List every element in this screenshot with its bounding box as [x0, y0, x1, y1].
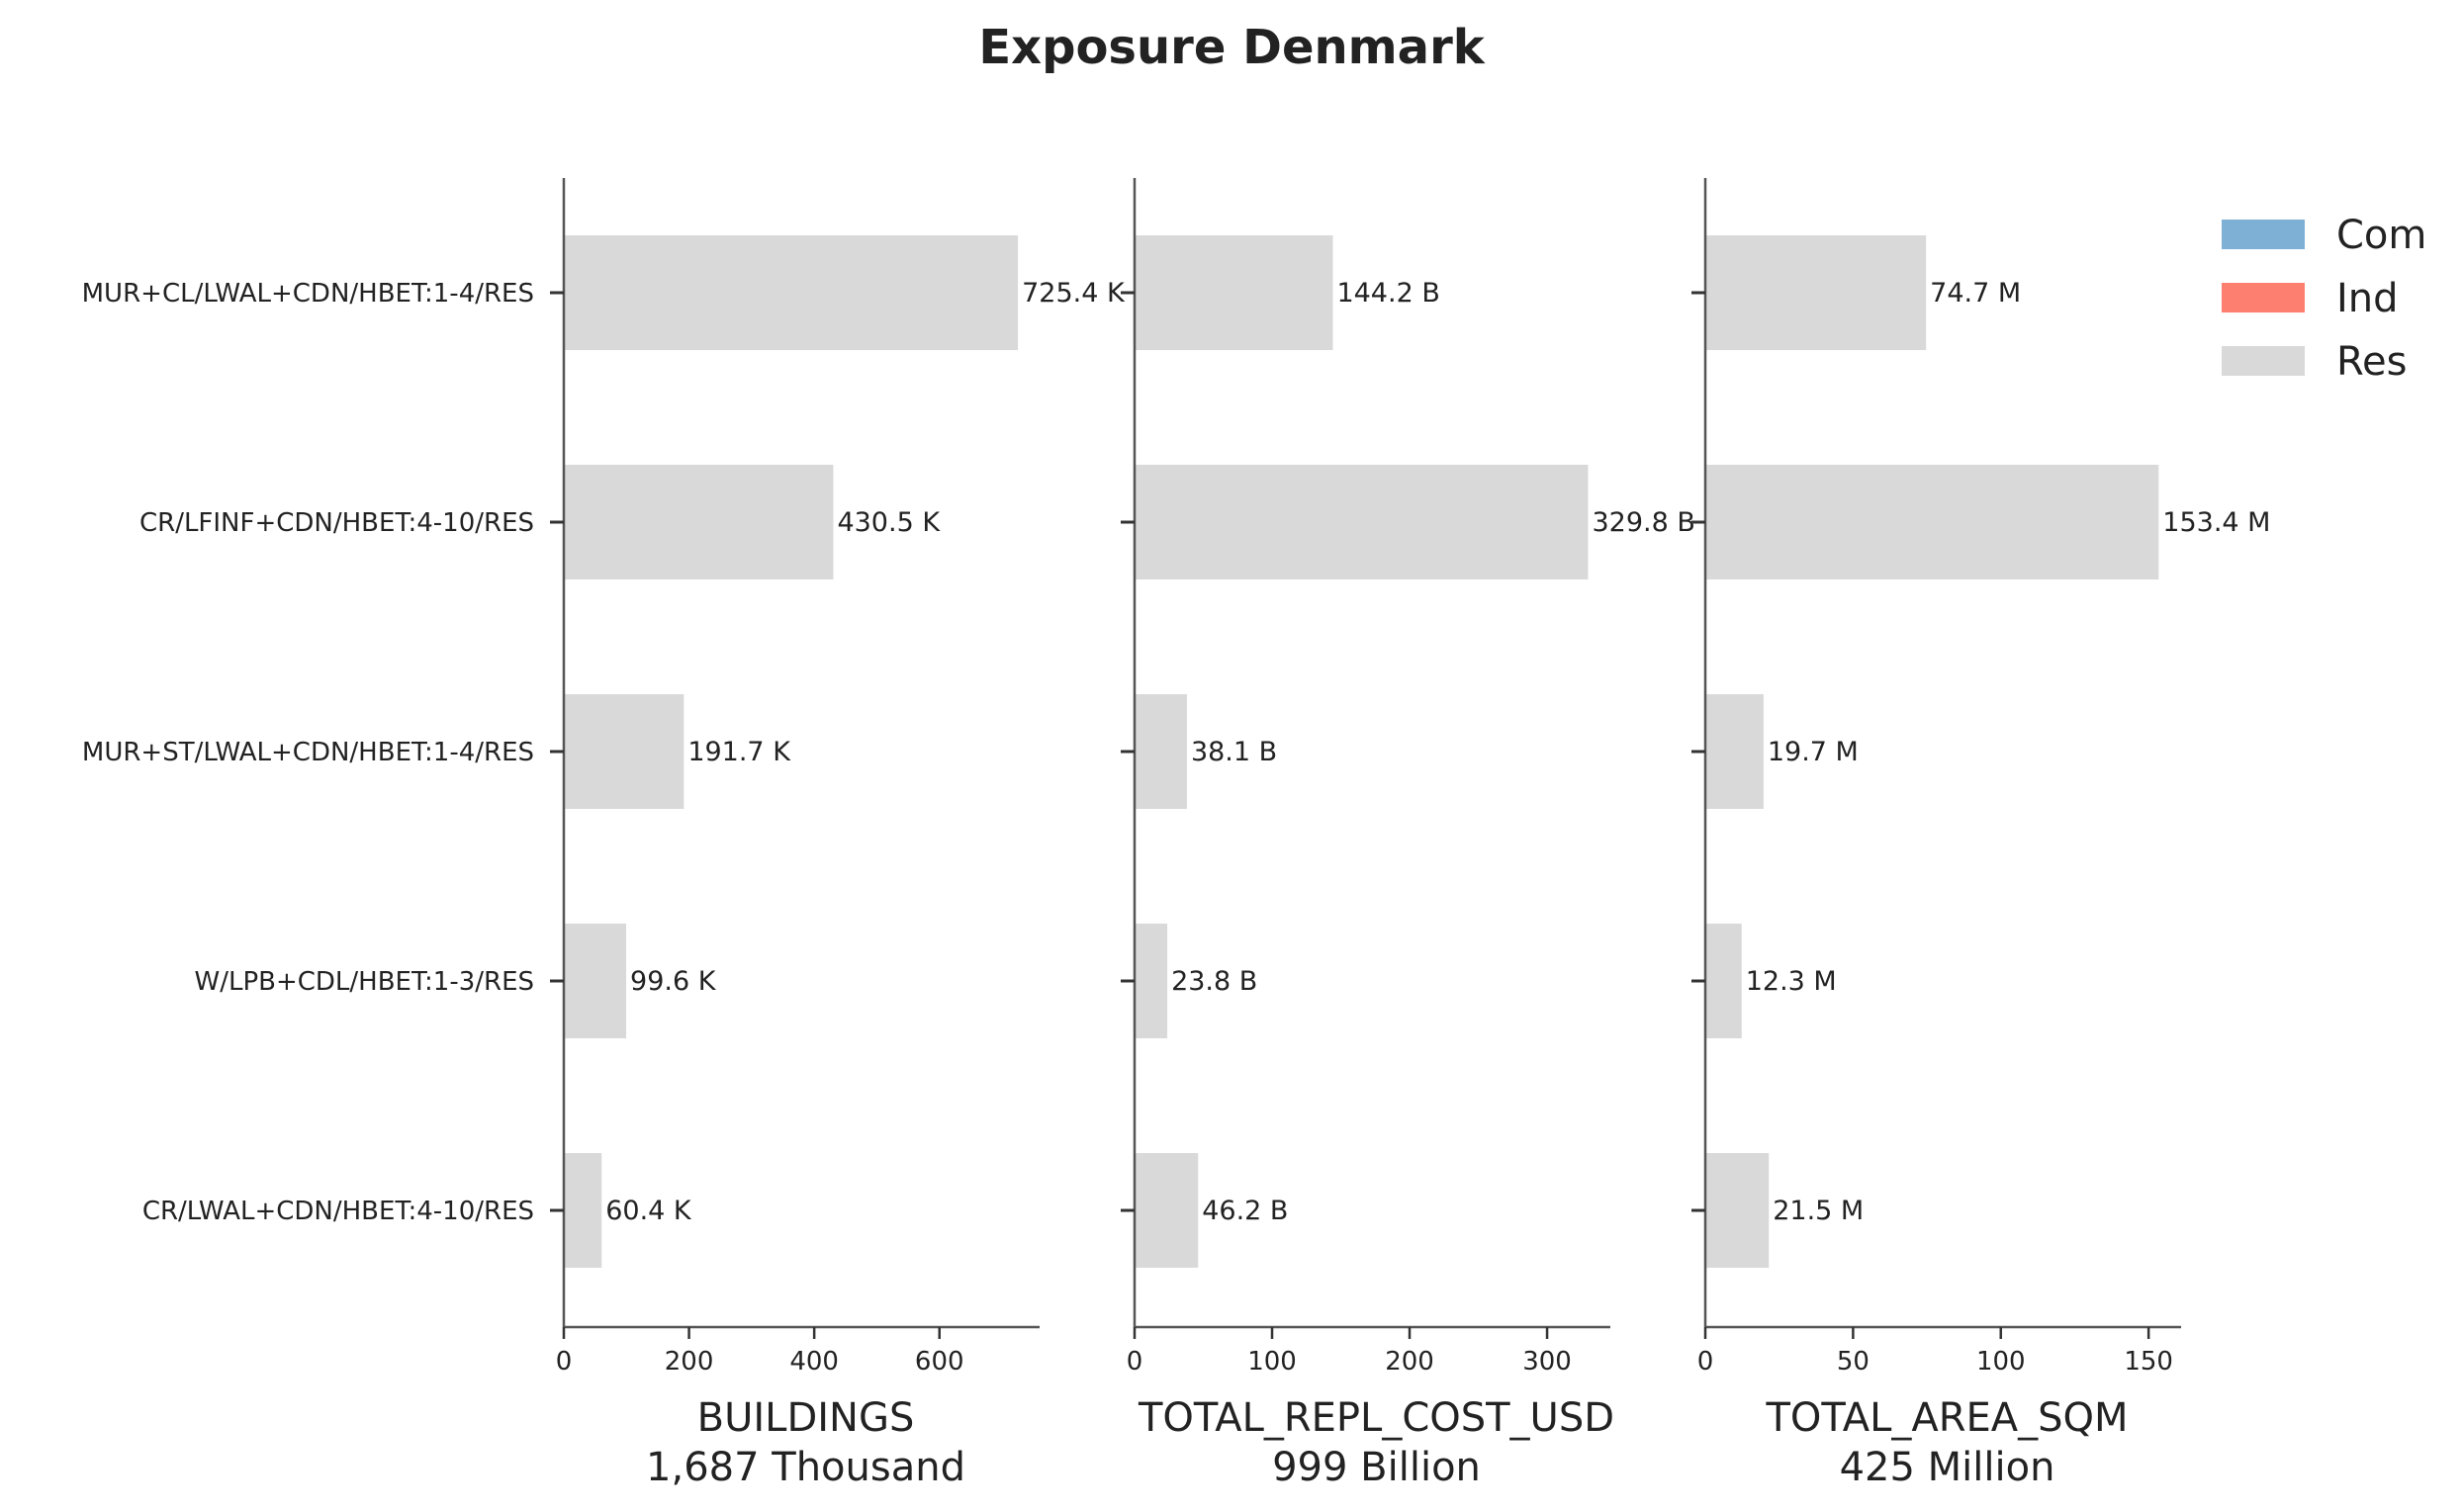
bar-1-2 [564, 465, 834, 579]
value-label-1-2: 430.5 K [837, 507, 941, 538]
value-label-1-3: 191.7 K [687, 737, 791, 767]
category-label-2: CR/LFINF+CDN/HBET:4-10/RES [139, 508, 534, 538]
chart-title: Exposure Denmark [978, 20, 1485, 75]
category-label-1: MUR+CL/LWAL+CDN/HBET:1-4/RES [82, 279, 534, 309]
x-axis-subtitle-2: 999 Billion [1272, 1445, 1481, 1490]
value-label-3-3: 19.7 M [1768, 737, 1859, 767]
bar-1-4 [564, 924, 627, 1038]
x-tick-label-1-4: 600 [915, 1347, 964, 1377]
x-tick-label-2-4: 300 [1522, 1347, 1572, 1377]
legend-swatch-ind [2222, 283, 2305, 312]
bar-3-3 [1705, 694, 1764, 809]
legend-swatch-res [2222, 346, 2305, 376]
value-label-1-5: 60.4 K [605, 1196, 692, 1226]
x-axis-label-3: TOTAL_AREA_SQM [1765, 1395, 2128, 1441]
bar-3-1 [1705, 235, 1927, 350]
x-axis-label-1: BUILDINGS [697, 1395, 915, 1441]
bar-2-3 [1135, 694, 1187, 809]
x-tick-label-3-3: 100 [1976, 1347, 2026, 1377]
x-tick-label-1-2: 200 [665, 1347, 714, 1377]
category-label-3: MUR+ST/LWAL+CDN/HBET:1-4/RES [82, 738, 534, 767]
x-axis-subtitle-3: 425 Million [1840, 1445, 2055, 1490]
legend-swatch-com [2222, 220, 2305, 249]
value-label-3-1: 74.7 M [1930, 278, 2021, 309]
legend-label-res: Res [2336, 339, 2407, 385]
x-tick-label-1-1: 0 [556, 1347, 573, 1377]
bar-1-3 [564, 694, 684, 809]
bar-2-1 [1135, 235, 1333, 350]
x-tick-label-2-3: 200 [1385, 1347, 1434, 1377]
bar-2-2 [1135, 465, 1589, 579]
value-label-1-4: 99.6 K [630, 966, 717, 997]
value-label-2-2: 329.8 B [1592, 507, 1694, 538]
legend-label-com: Com [2336, 213, 2426, 258]
x-axis-subtitle-1: 1,687 Thousand [646, 1445, 965, 1490]
legend-label-ind: Ind [2336, 276, 2399, 321]
value-label-2-5: 46.2 B [1202, 1196, 1288, 1226]
x-tick-label-2-2: 100 [1247, 1347, 1297, 1377]
value-label-2-4: 23.8 B [1171, 966, 1257, 997]
value-label-2-1: 144.2 B [1336, 278, 1439, 309]
x-tick-label-3-4: 150 [2124, 1347, 2173, 1377]
x-tick-label-3-1: 0 [1697, 1347, 1714, 1377]
bar-3-4 [1705, 924, 1742, 1038]
x-axis-label-2: TOTAL_REPL_COST_USD [1138, 1395, 1614, 1441]
bar-3-2 [1705, 465, 2159, 579]
value-label-3-4: 12.3 M [1746, 966, 1837, 997]
value-label-3-2: 153.4 M [2162, 507, 2270, 538]
x-tick-label-2-1: 0 [1127, 1347, 1143, 1377]
bar-2-5 [1135, 1153, 1199, 1268]
bar-1-1 [564, 235, 1019, 350]
value-label-1-1: 725.4 K [1022, 278, 1126, 309]
bar-1-5 [564, 1153, 602, 1268]
x-tick-label-1-3: 400 [789, 1347, 839, 1377]
bar-3-5 [1705, 1153, 1770, 1268]
category-label-5: CR/LWAL+CDN/HBET:4-10/RES [142, 1197, 534, 1226]
x-tick-label-3-2: 50 [1837, 1347, 1870, 1377]
value-label-3-5: 21.5 M [1773, 1196, 1864, 1226]
category-label-4: W/LPB+CDL/HBET:1-3/RES [195, 967, 535, 997]
value-label-2-3: 38.1 B [1191, 737, 1277, 767]
bar-2-4 [1135, 924, 1168, 1038]
